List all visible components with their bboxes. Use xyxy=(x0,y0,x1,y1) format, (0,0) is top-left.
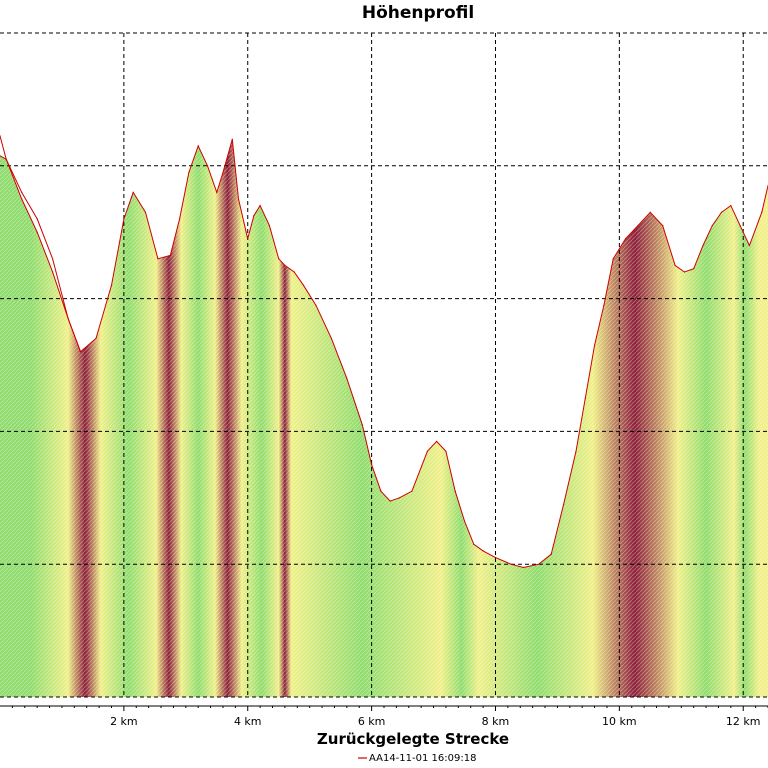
data-point xyxy=(95,337,97,339)
grid-lines xyxy=(0,32,768,698)
data-point xyxy=(693,268,695,270)
data-point xyxy=(563,503,565,505)
x-axis: 2 km 4 km 6 km 8 km 10 km 12 km xyxy=(0,705,768,728)
data-point xyxy=(720,211,723,213)
data-point xyxy=(237,198,240,200)
data-point xyxy=(197,145,199,147)
data-point xyxy=(411,490,413,492)
data-point xyxy=(463,520,466,522)
data-point xyxy=(346,377,348,379)
data-point xyxy=(216,191,218,193)
legend: AA14-11-01 16:09:18 xyxy=(358,753,476,764)
data-point xyxy=(594,344,596,346)
legend-label: AA14-11-01 16:09:18 xyxy=(369,753,476,764)
data-point xyxy=(389,500,391,502)
data-point xyxy=(380,490,382,492)
data-point xyxy=(0,155,1,157)
data-point xyxy=(494,557,497,559)
data-point xyxy=(169,254,171,256)
data-point xyxy=(278,258,280,260)
data-point xyxy=(36,231,38,233)
data-point xyxy=(188,171,190,173)
data-point xyxy=(649,211,651,213)
data-point xyxy=(123,218,125,220)
data-point xyxy=(398,497,401,499)
data-point xyxy=(612,258,614,260)
data-point xyxy=(739,225,741,227)
data-point xyxy=(603,304,605,306)
x-axis-label: Zurückgelegte Strecke xyxy=(317,730,509,748)
data-point xyxy=(584,397,586,399)
data-point xyxy=(761,211,763,213)
data-point xyxy=(482,550,484,552)
data-point xyxy=(426,450,428,452)
data-point xyxy=(253,215,255,217)
data-point xyxy=(361,424,363,426)
data-point xyxy=(748,244,751,247)
data-point xyxy=(247,238,249,240)
series-line-0 xyxy=(0,139,768,569)
data-point xyxy=(79,351,82,353)
data-point xyxy=(259,205,261,207)
data-point xyxy=(730,205,732,207)
data-point xyxy=(445,450,447,452)
data-point xyxy=(436,440,438,442)
data-point xyxy=(674,264,676,266)
data-point xyxy=(371,464,373,466)
elevation-lines xyxy=(0,135,768,569)
x-tick-label: 10 km xyxy=(602,715,637,728)
x-tick-label: 8 km xyxy=(482,715,510,728)
data-point xyxy=(624,238,627,240)
data-point xyxy=(302,284,305,286)
data-point xyxy=(132,191,134,193)
data-point xyxy=(711,225,713,227)
x-tick-label: 2 km xyxy=(110,715,138,728)
data-point xyxy=(550,553,552,555)
elevation-fill-texture xyxy=(0,139,768,697)
elevation-area xyxy=(0,139,768,697)
chart-title: Höhenprofil xyxy=(362,3,474,23)
data-point xyxy=(510,563,512,565)
data-point xyxy=(473,543,475,545)
data-point xyxy=(702,244,704,247)
data-point xyxy=(662,225,664,227)
data-point xyxy=(157,258,159,260)
data-point xyxy=(522,566,525,569)
data-point xyxy=(315,304,317,306)
data-point xyxy=(231,138,233,140)
data-point xyxy=(268,225,270,227)
data-point xyxy=(5,158,7,160)
data-point xyxy=(67,317,69,320)
data-point xyxy=(284,264,286,266)
data-point xyxy=(52,271,54,273)
data-point xyxy=(110,284,113,286)
data-point xyxy=(21,191,23,193)
x-tick-label: 12 km xyxy=(726,715,761,728)
data-point xyxy=(538,563,540,565)
data-point xyxy=(683,271,686,273)
data-point xyxy=(637,225,639,227)
data-point xyxy=(293,271,295,273)
data-point xyxy=(0,135,1,137)
data-point xyxy=(21,198,23,200)
data-point xyxy=(454,490,456,492)
x-tick-label: 4 km xyxy=(234,715,262,728)
data-point xyxy=(144,211,147,213)
data-point xyxy=(222,171,224,173)
data-point xyxy=(36,218,38,220)
x-tick-label: 6 km xyxy=(358,715,386,728)
data-point xyxy=(575,450,577,452)
data-point xyxy=(330,337,332,339)
data-point xyxy=(206,165,209,167)
data-point xyxy=(179,218,181,220)
data-point xyxy=(52,258,54,260)
